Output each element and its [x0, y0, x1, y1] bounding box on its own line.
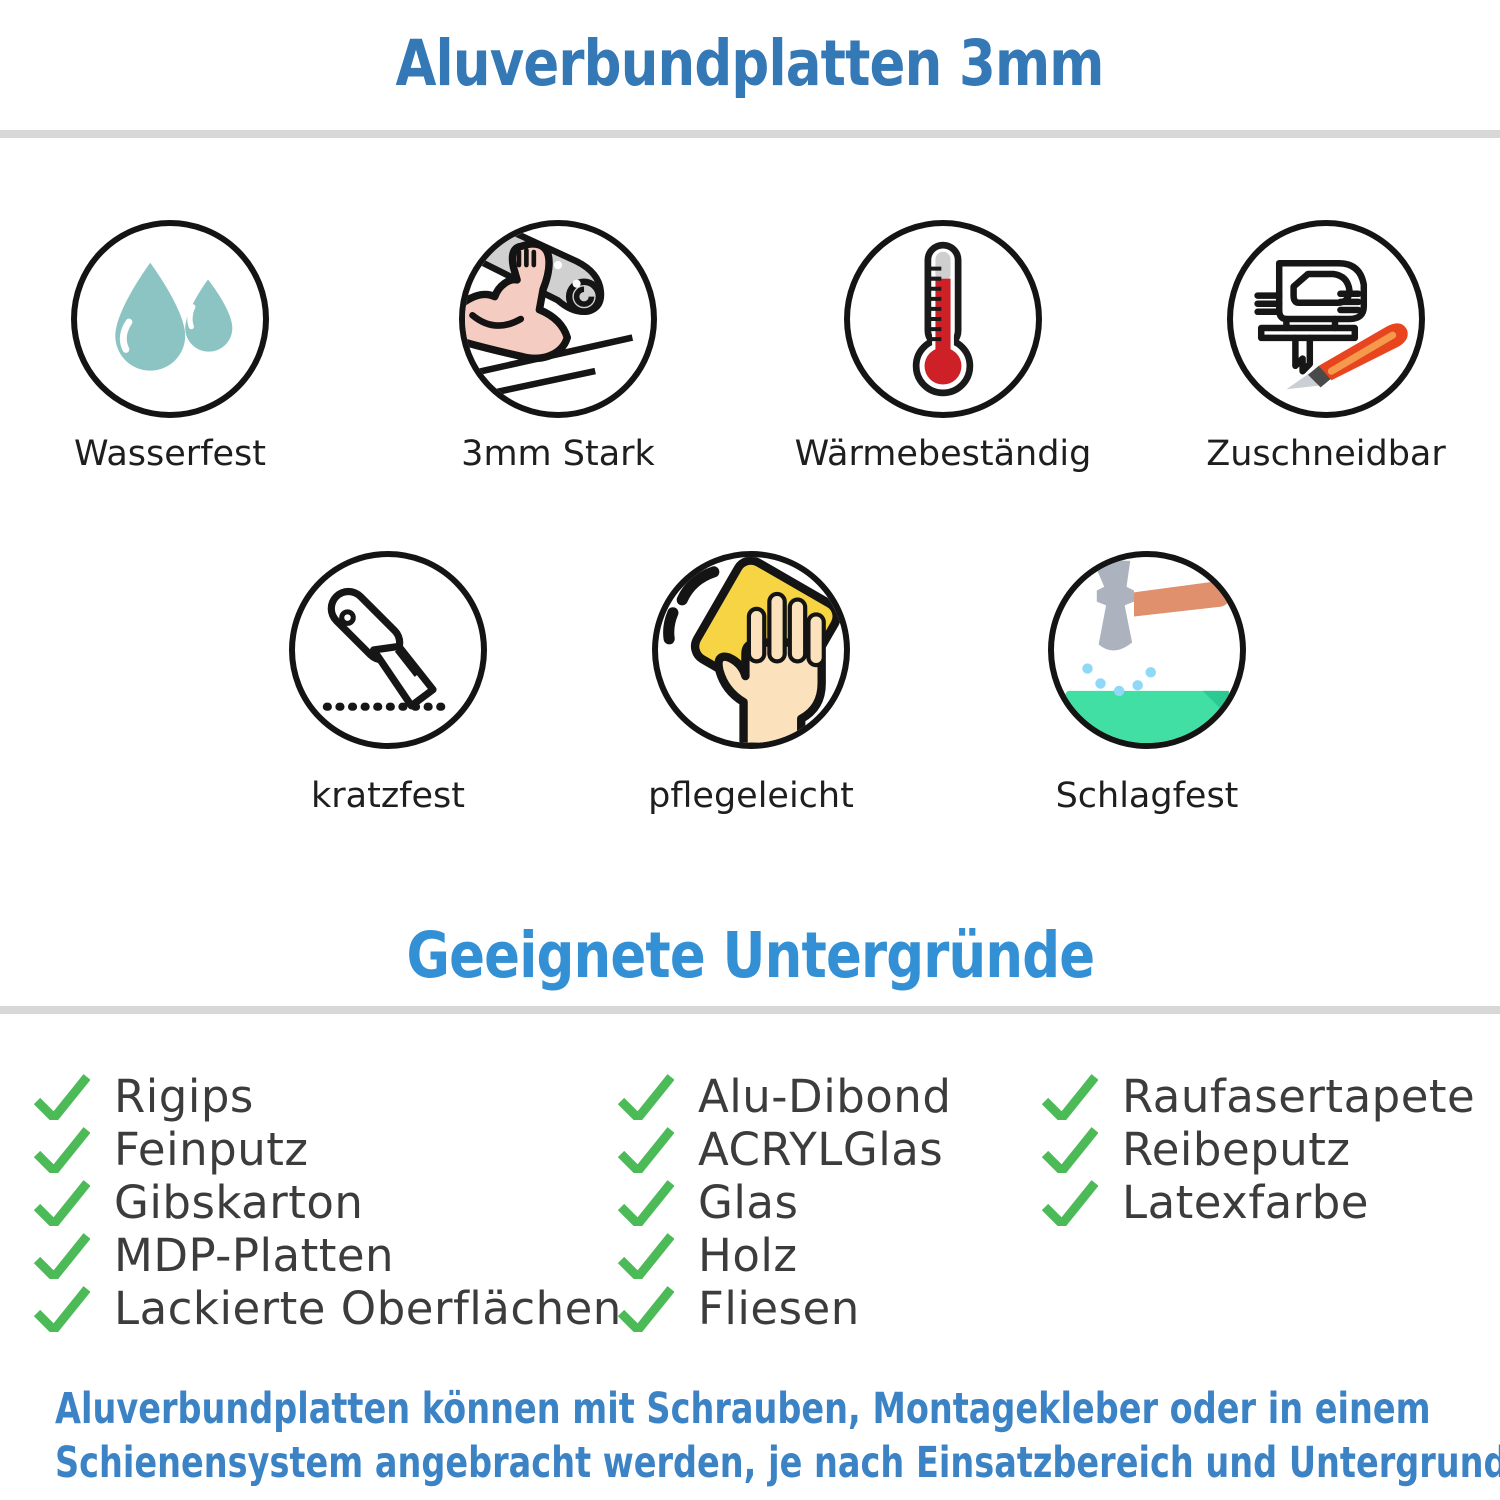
substrate-label: Feinputz	[114, 1123, 309, 1176]
checkmark-icon	[618, 1285, 674, 1332]
divider-top	[0, 130, 1500, 138]
mounting-note: Aluverbundplatten können mit Schrauben, …	[55, 1382, 1500, 1490]
substrate-item: Latexfarbe	[1042, 1176, 1475, 1229]
water-drops-icon	[71, 220, 269, 418]
feature-label: Wärmebeständig	[794, 434, 1092, 474]
substrate-label: Glas	[698, 1176, 799, 1229]
substrate-item: Raufasertapete	[1042, 1070, 1475, 1123]
substrate-label: Reibeputz	[1122, 1123, 1351, 1176]
substrate-column-2: Alu-Dibond ACRYLGlas Glas Holz Fliesen	[618, 1070, 951, 1335]
checkmark-icon	[34, 1232, 90, 1279]
divider-middle	[0, 1006, 1500, 1014]
checkmark-icon	[34, 1285, 90, 1332]
mounting-note-line: Aluverbundplatten können mit Schrauben, …	[55, 1384, 1431, 1434]
substrate-item: Reibeputz	[1042, 1123, 1475, 1176]
substrate-label: Lackierte Oberflächen	[114, 1282, 622, 1335]
page-title: Aluverbundplatten 3mm	[395, 27, 1105, 100]
substrate-column-1: Rigips Feinputz Gibskarton MDP-Platten L…	[34, 1070, 622, 1335]
checkmark-icon	[1042, 1073, 1098, 1120]
feature-zuschneidbar: Zuschneidbar	[1156, 220, 1496, 474]
hammer-icon	[1048, 551, 1246, 749]
substrate-item: Feinputz	[34, 1123, 622, 1176]
feature-label: pflegeleicht	[648, 776, 854, 816]
substrate-label: Fliesen	[698, 1282, 860, 1335]
substrate-item: Glas	[618, 1176, 951, 1229]
checkmark-icon	[618, 1179, 674, 1226]
substrates-title: Geeignete Untergründe	[406, 919, 1095, 992]
substrate-label: Alu-Dibond	[698, 1070, 952, 1123]
checkmark-icon	[1042, 1179, 1098, 1226]
feature-kratzfest: kratzfest	[218, 551, 558, 816]
substrate-label: MDP-Platten	[114, 1229, 395, 1282]
checkmark-icon	[34, 1126, 90, 1173]
checkmark-icon	[1042, 1126, 1098, 1173]
substrate-label: Gibskarton	[114, 1176, 364, 1229]
feature-pflegeleicht: pflegeleicht	[581, 551, 921, 816]
substrate-label: Raufasertapete	[1122, 1070, 1476, 1123]
checkmark-icon	[618, 1126, 674, 1173]
checkmark-icon	[34, 1073, 90, 1120]
feature-label: kratzfest	[310, 776, 465, 816]
feature-label: Zuschneidbar	[1206, 434, 1446, 474]
substrate-label: Latexfarbe	[1122, 1176, 1369, 1229]
substrate-label: Holz	[698, 1229, 798, 1282]
checkmark-icon	[34, 1179, 90, 1226]
substrate-item: ACRYLGlas	[618, 1123, 951, 1176]
feature-3mm-stark: 3mm Stark	[388, 220, 728, 474]
substrate-label: ACRYLGlas	[698, 1123, 944, 1176]
muscle-arm-icon	[459, 220, 657, 418]
substrate-item: Lackierte Oberflächen	[34, 1282, 622, 1335]
substrate-item: MDP-Platten	[34, 1229, 622, 1282]
substrates-header: Geeignete Untergründe	[0, 920, 1500, 992]
thermometer-icon	[844, 220, 1042, 418]
feature-label: Wasserfest	[73, 434, 267, 474]
substrate-item: Fliesen	[618, 1282, 951, 1335]
utility-knife-icon	[289, 551, 487, 749]
mounting-note-line: Schienensystem angebracht werden, je nac…	[55, 1438, 1500, 1488]
jigsaw-icon	[1227, 220, 1425, 418]
feature-label: Schlagfest	[1055, 776, 1239, 816]
substrate-item: Rigips	[34, 1070, 622, 1123]
header: Aluverbundplatten 3mm	[0, 28, 1500, 100]
feature-label: 3mm Stark	[461, 434, 655, 474]
feature-waermebestaendig: Wärmebeständig	[773, 220, 1113, 474]
cleaning-hand-icon	[652, 551, 850, 749]
feature-wasserfest: Wasserfest	[0, 220, 340, 474]
substrate-item: Gibskarton	[34, 1176, 622, 1229]
checkmark-icon	[618, 1073, 674, 1120]
substrate-item: Alu-Dibond	[618, 1070, 951, 1123]
feature-schlagfest: Schlagfest	[977, 551, 1317, 816]
checkmark-icon	[618, 1232, 674, 1279]
substrate-column-3: Raufasertapete Reibeputz Latexfarbe	[1042, 1070, 1475, 1229]
substrate-label: Rigips	[114, 1070, 254, 1123]
substrate-item: Holz	[618, 1229, 951, 1282]
